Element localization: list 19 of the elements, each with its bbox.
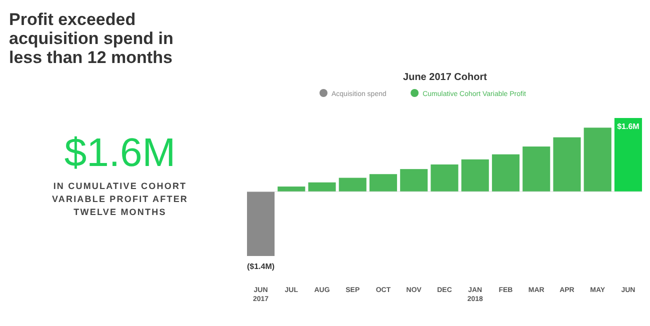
- text: Profit exceeded acquisition spend in less than 12 months: [9, 10, 174, 67]
- bar: [369, 174, 398, 192]
- data-label: $1.6M: [617, 122, 640, 131]
- text: $1.6M: [64, 131, 176, 175]
- bar: [308, 182, 336, 192]
- bar: [553, 137, 581, 192]
- bar: [461, 159, 489, 192]
- bar: [400, 169, 428, 192]
- bar: [522, 146, 550, 192]
- bar: [584, 128, 612, 192]
- text: IN CUMULATIVE COHORT VARIABLE PROFIT AFTER TWELVE MONTHS: [52, 181, 188, 217]
- bar: [338, 178, 366, 192]
- bar: [614, 118, 642, 192]
- bar: [430, 164, 458, 192]
- bar: [278, 186, 306, 192]
- bar: [492, 154, 520, 192]
- bar: [247, 192, 275, 256]
- data-label: ($1.4M): [247, 262, 275, 271]
- chart-title: June 2017 Cohort: [403, 72, 488, 83]
